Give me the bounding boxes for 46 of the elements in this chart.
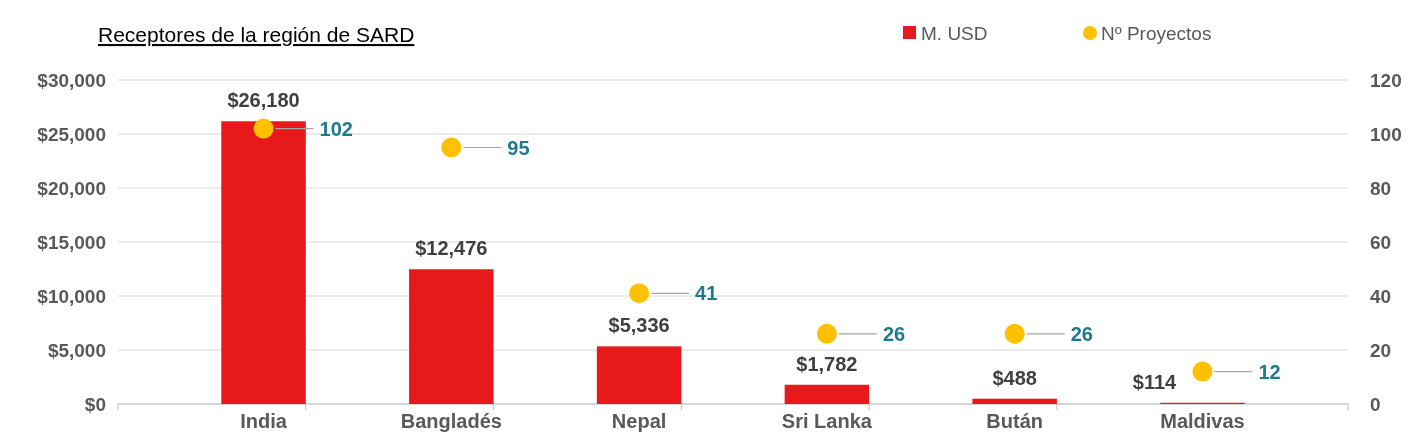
x-tick-label: Bután bbox=[986, 410, 1044, 432]
data-label: 95 bbox=[507, 136, 530, 159]
y-tick-label: $0 bbox=[84, 394, 106, 415]
bar bbox=[972, 398, 1057, 404]
chart-title: Receptores de la región de SARD bbox=[98, 23, 415, 46]
y2-tick-label: 0 bbox=[1370, 394, 1381, 415]
legend-label: M. USD bbox=[921, 23, 988, 44]
data-label: $488 bbox=[992, 366, 1037, 389]
bar bbox=[596, 346, 682, 404]
data-label: 26 bbox=[882, 322, 906, 345]
legend-label: Nº Proyectos bbox=[1101, 23, 1212, 44]
x-tick-label: Maldivas bbox=[1160, 410, 1245, 432]
y2-tick-label: 80 bbox=[1370, 178, 1392, 199]
point bbox=[253, 118, 274, 139]
x-tick-label: India bbox=[240, 410, 288, 432]
x-tick-label: Sri Lanka bbox=[781, 410, 873, 432]
data-label: 41 bbox=[695, 282, 718, 305]
y-tick-label: $25,000 bbox=[37, 124, 106, 145]
y2-tick-label: 20 bbox=[1370, 340, 1392, 361]
y-tick-label: $5,000 bbox=[47, 340, 106, 361]
point bbox=[441, 137, 462, 158]
point bbox=[629, 283, 650, 304]
data-label: 102 bbox=[319, 117, 353, 140]
data-label: $12,476 bbox=[415, 237, 488, 260]
data-label: $1,782 bbox=[796, 352, 858, 375]
y2-tick-label: 60 bbox=[1370, 232, 1392, 253]
bar bbox=[784, 384, 870, 404]
point bbox=[816, 323, 837, 344]
bar bbox=[409, 269, 494, 404]
data-label: $26,180 bbox=[227, 89, 300, 112]
y2-tick-label: 40 bbox=[1370, 286, 1392, 307]
data-label: 26 bbox=[1070, 322, 1093, 345]
point bbox=[1004, 323, 1025, 344]
point bbox=[1192, 361, 1213, 382]
x-tick-label: Bangladés bbox=[400, 410, 502, 432]
data-label: $114 bbox=[1132, 370, 1178, 393]
data-label: 12 bbox=[1258, 360, 1281, 383]
y-tick-label: $10,000 bbox=[37, 286, 106, 307]
data-label: $5,336 bbox=[608, 314, 670, 337]
x-tick-label: Nepal bbox=[611, 410, 667, 432]
y2-tick-label: 100 bbox=[1370, 124, 1402, 145]
y-tick-label: $20,000 bbox=[37, 178, 106, 199]
y-tick-label: $30,000 bbox=[37, 70, 106, 91]
y2-tick-label: 120 bbox=[1370, 70, 1402, 91]
bar bbox=[221, 121, 306, 404]
y-tick-label: $15,000 bbox=[37, 232, 106, 253]
